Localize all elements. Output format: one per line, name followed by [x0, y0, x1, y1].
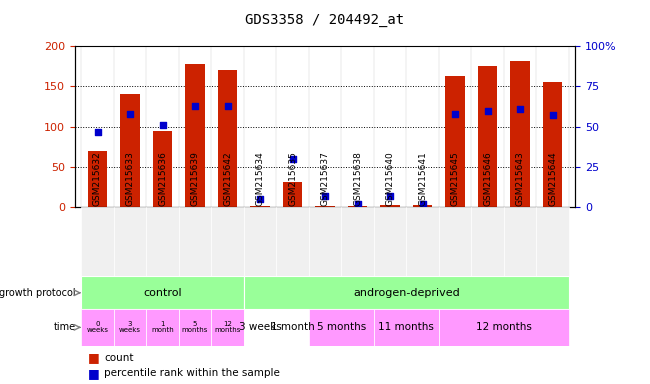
- Bar: [146, 207, 179, 276]
- Bar: [380, 205, 400, 207]
- Bar: [81, 207, 114, 276]
- Text: 3
weeks: 3 weeks: [119, 321, 141, 333]
- Text: 5
months: 5 months: [182, 321, 208, 333]
- Bar: [348, 206, 367, 207]
- Point: [92, 129, 103, 135]
- Point: [222, 103, 233, 109]
- Text: ■: ■: [88, 351, 99, 364]
- Point: [287, 156, 298, 162]
- Bar: [88, 151, 107, 207]
- Point: [482, 108, 493, 114]
- Bar: [341, 207, 374, 276]
- Bar: [120, 94, 140, 207]
- Text: GDS3358 / 204492_at: GDS3358 / 204492_at: [246, 13, 404, 27]
- Bar: [250, 206, 270, 207]
- Bar: [276, 309, 309, 346]
- Text: time: time: [53, 322, 75, 333]
- Bar: [185, 64, 205, 207]
- Bar: [510, 61, 530, 207]
- Text: count: count: [104, 353, 133, 363]
- Bar: [211, 309, 244, 346]
- Text: 11 months: 11 months: [378, 322, 434, 333]
- Text: control: control: [143, 288, 182, 298]
- Point: [515, 106, 525, 112]
- Bar: [81, 309, 114, 346]
- Bar: [244, 207, 276, 276]
- Bar: [309, 309, 374, 346]
- Bar: [81, 276, 244, 309]
- Bar: [244, 309, 276, 346]
- Bar: [536, 207, 569, 276]
- Bar: [211, 207, 244, 276]
- Bar: [504, 207, 536, 276]
- Point: [190, 103, 200, 109]
- Point: [125, 111, 135, 117]
- Text: 3 weeks: 3 weeks: [239, 322, 281, 333]
- Bar: [114, 309, 146, 346]
- Bar: [309, 207, 341, 276]
- Point: [417, 201, 428, 207]
- Bar: [471, 207, 504, 276]
- Text: androgen-deprived: androgen-deprived: [353, 288, 460, 298]
- Bar: [276, 207, 309, 276]
- Bar: [218, 70, 237, 207]
- Bar: [374, 309, 439, 346]
- Point: [255, 196, 265, 202]
- Text: 5 months: 5 months: [317, 322, 366, 333]
- Text: 12 months: 12 months: [476, 322, 532, 333]
- Bar: [283, 182, 302, 207]
- Bar: [413, 205, 432, 207]
- Text: ■: ■: [88, 367, 99, 380]
- Text: percentile rank within the sample: percentile rank within the sample: [104, 368, 280, 378]
- Text: 0
weeks: 0 weeks: [86, 321, 109, 333]
- Text: 1 month: 1 month: [270, 322, 315, 333]
- Bar: [315, 206, 335, 207]
- Point: [547, 113, 558, 119]
- Point: [352, 201, 363, 207]
- Bar: [153, 131, 172, 207]
- Bar: [179, 207, 211, 276]
- Bar: [439, 309, 569, 346]
- Text: growth protocol: growth protocol: [0, 288, 75, 298]
- Bar: [439, 207, 471, 276]
- Bar: [478, 66, 497, 207]
- Bar: [374, 207, 406, 276]
- Bar: [114, 207, 146, 276]
- Bar: [406, 207, 439, 276]
- Bar: [244, 276, 569, 309]
- Point: [320, 193, 330, 199]
- Text: 1
month: 1 month: [151, 321, 174, 333]
- Text: 12
months: 12 months: [214, 321, 240, 333]
- Bar: [543, 81, 562, 207]
- Point: [385, 193, 395, 199]
- Point: [450, 111, 460, 117]
- Bar: [179, 309, 211, 346]
- Point: [157, 122, 168, 128]
- Bar: [445, 76, 465, 207]
- Bar: [146, 309, 179, 346]
